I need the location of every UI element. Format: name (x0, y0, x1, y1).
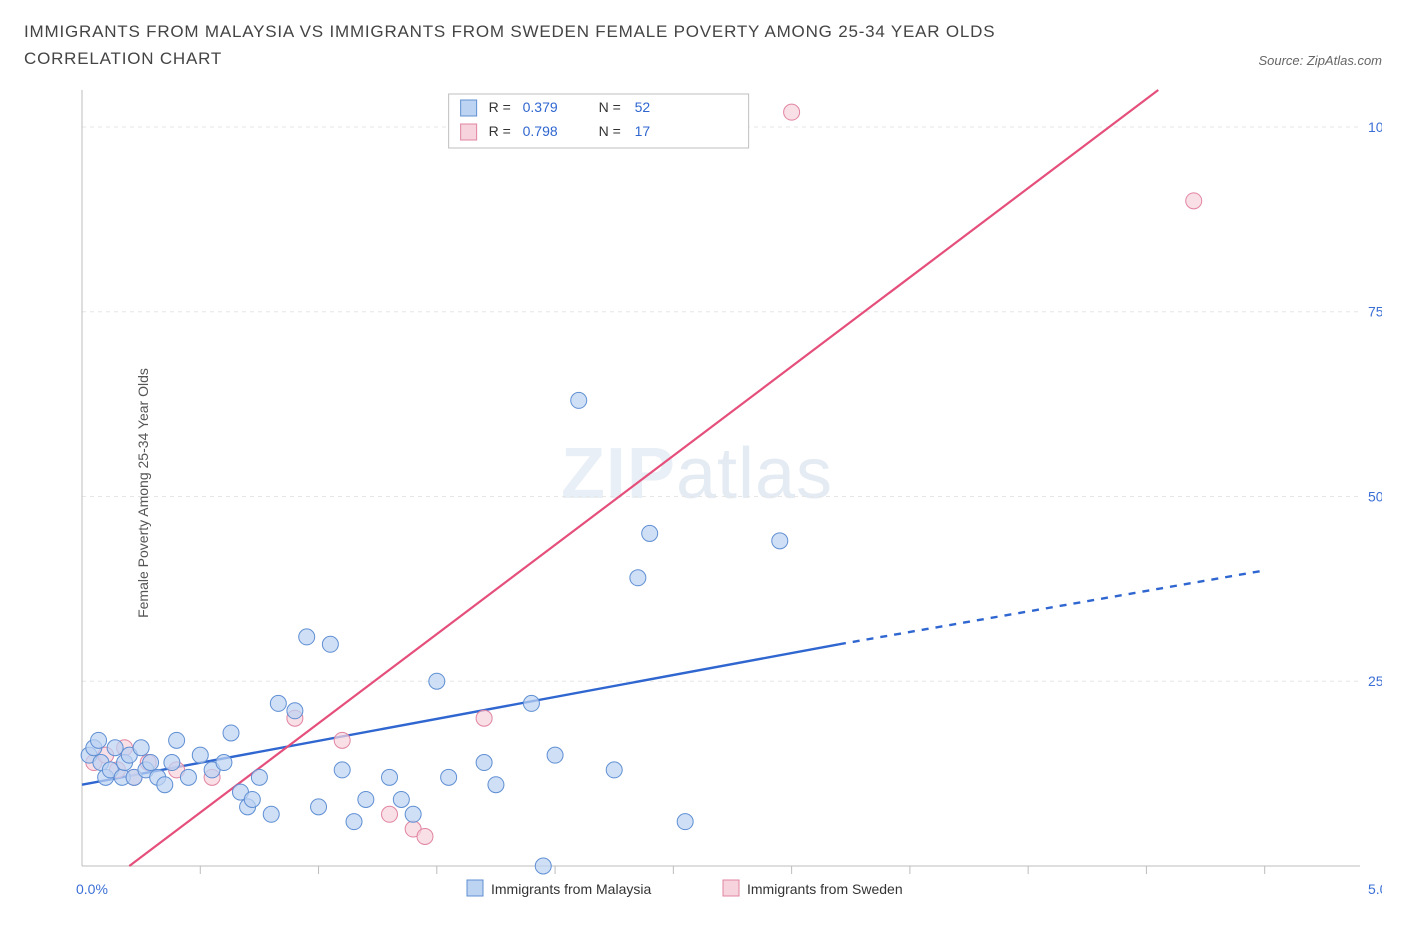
correlation-legend: R = 0.379 N = 52 R = 0.798 N = 17 (449, 94, 749, 148)
legend-swatch-malaysia (467, 880, 483, 896)
legend-R-label: R = (489, 123, 511, 139)
data-point-sweden (1186, 193, 1202, 209)
data-point-sweden (382, 807, 398, 823)
data-point-malaysia (382, 770, 398, 786)
data-point-malaysia (322, 637, 338, 653)
data-point-sweden (417, 829, 433, 845)
data-point-malaysia (251, 770, 267, 786)
data-point-sweden (334, 733, 350, 749)
data-point-malaysia (772, 533, 788, 549)
legend-swatch-sweden (723, 880, 739, 896)
source-label: Source: ZipAtlas.com (1238, 53, 1382, 72)
data-point-malaysia (547, 748, 563, 764)
data-point-malaysia (223, 725, 239, 741)
legend-label-sweden: Immigrants from Sweden (747, 881, 903, 897)
data-point-malaysia (287, 703, 303, 719)
data-point-malaysia (133, 740, 149, 756)
data-point-malaysia (270, 696, 286, 712)
data-point-malaysia (192, 748, 208, 764)
data-point-malaysia (311, 799, 327, 815)
data-point-sweden (476, 711, 492, 727)
data-point-malaysia (571, 393, 587, 409)
data-point-malaysia (535, 858, 551, 874)
data-point-malaysia (164, 755, 180, 771)
x-min-label: 0.0% (76, 881, 108, 897)
data-point-malaysia (346, 814, 362, 830)
scatter-chart: ZIPatlas 25.0% 50.0% 75.0% 100.0% 0.0% 5.0% R =… (24, 78, 1382, 908)
data-point-malaysia (169, 733, 185, 749)
data-point-malaysia (299, 629, 315, 645)
data-point-malaysia (476, 755, 492, 771)
data-point-malaysia (157, 777, 173, 793)
data-point-malaysia (107, 740, 123, 756)
y-tick-label: 25.0% (1368, 674, 1382, 690)
x-max-label: 5.0% (1368, 881, 1382, 897)
data-point-malaysia (393, 792, 409, 808)
legend-N-label: N = (599, 99, 621, 115)
y-tick-label: 75.0% (1368, 304, 1382, 320)
data-point-malaysia (405, 807, 421, 823)
y-tick-label: 50.0% (1368, 489, 1382, 505)
legend-N-label: N = (599, 123, 621, 139)
data-point-malaysia (441, 770, 457, 786)
data-point-malaysia (180, 770, 196, 786)
data-point-malaysia (263, 807, 279, 823)
data-point-malaysia (630, 570, 646, 586)
watermark: ZIPatlas (561, 434, 833, 514)
trend-line-sweden (129, 90, 1158, 866)
trend-line-malaysia-dash (839, 571, 1265, 645)
legend-R-label: R = (489, 99, 511, 115)
data-point-malaysia (216, 755, 232, 771)
legend-label-malaysia: Immigrants from Malaysia (491, 881, 651, 897)
legend-N-value-sweden: 17 (635, 123, 651, 139)
data-point-malaysia (642, 526, 658, 542)
data-point-malaysia (334, 762, 350, 778)
data-point-malaysia (429, 674, 445, 690)
legend-N-value-malaysia: 52 (635, 99, 651, 115)
data-point-sweden (784, 105, 800, 121)
chart-container: Female Poverty Among 25-34 Year Olds ZIP… (24, 78, 1382, 908)
y-axis-label: Female Poverty Among 25-34 Year Olds (135, 368, 151, 618)
legend-R-value-sweden: 0.798 (523, 123, 558, 139)
legend-R-value-malaysia: 0.379 (523, 99, 558, 115)
legend-swatch-sweden (461, 124, 477, 140)
legend-swatch-malaysia (461, 100, 477, 116)
series-legend: Immigrants from Malaysia Immigrants from … (467, 880, 903, 897)
data-point-malaysia (606, 762, 622, 778)
data-point-malaysia (523, 696, 539, 712)
data-point-malaysia (143, 755, 159, 771)
svg-text:ZIPatlas: ZIPatlas (561, 434, 833, 514)
data-point-malaysia (244, 792, 260, 808)
trend-line-malaysia (82, 645, 839, 785)
y-tick-label: 100.0% (1368, 119, 1382, 135)
data-point-malaysia (358, 792, 374, 808)
data-point-malaysia (91, 733, 107, 749)
data-point-malaysia (677, 814, 693, 830)
data-point-malaysia (488, 777, 504, 793)
chart-title: IMMIGRANTS FROM MALAYSIA VS IMMIGRANTS F… (24, 18, 1124, 72)
